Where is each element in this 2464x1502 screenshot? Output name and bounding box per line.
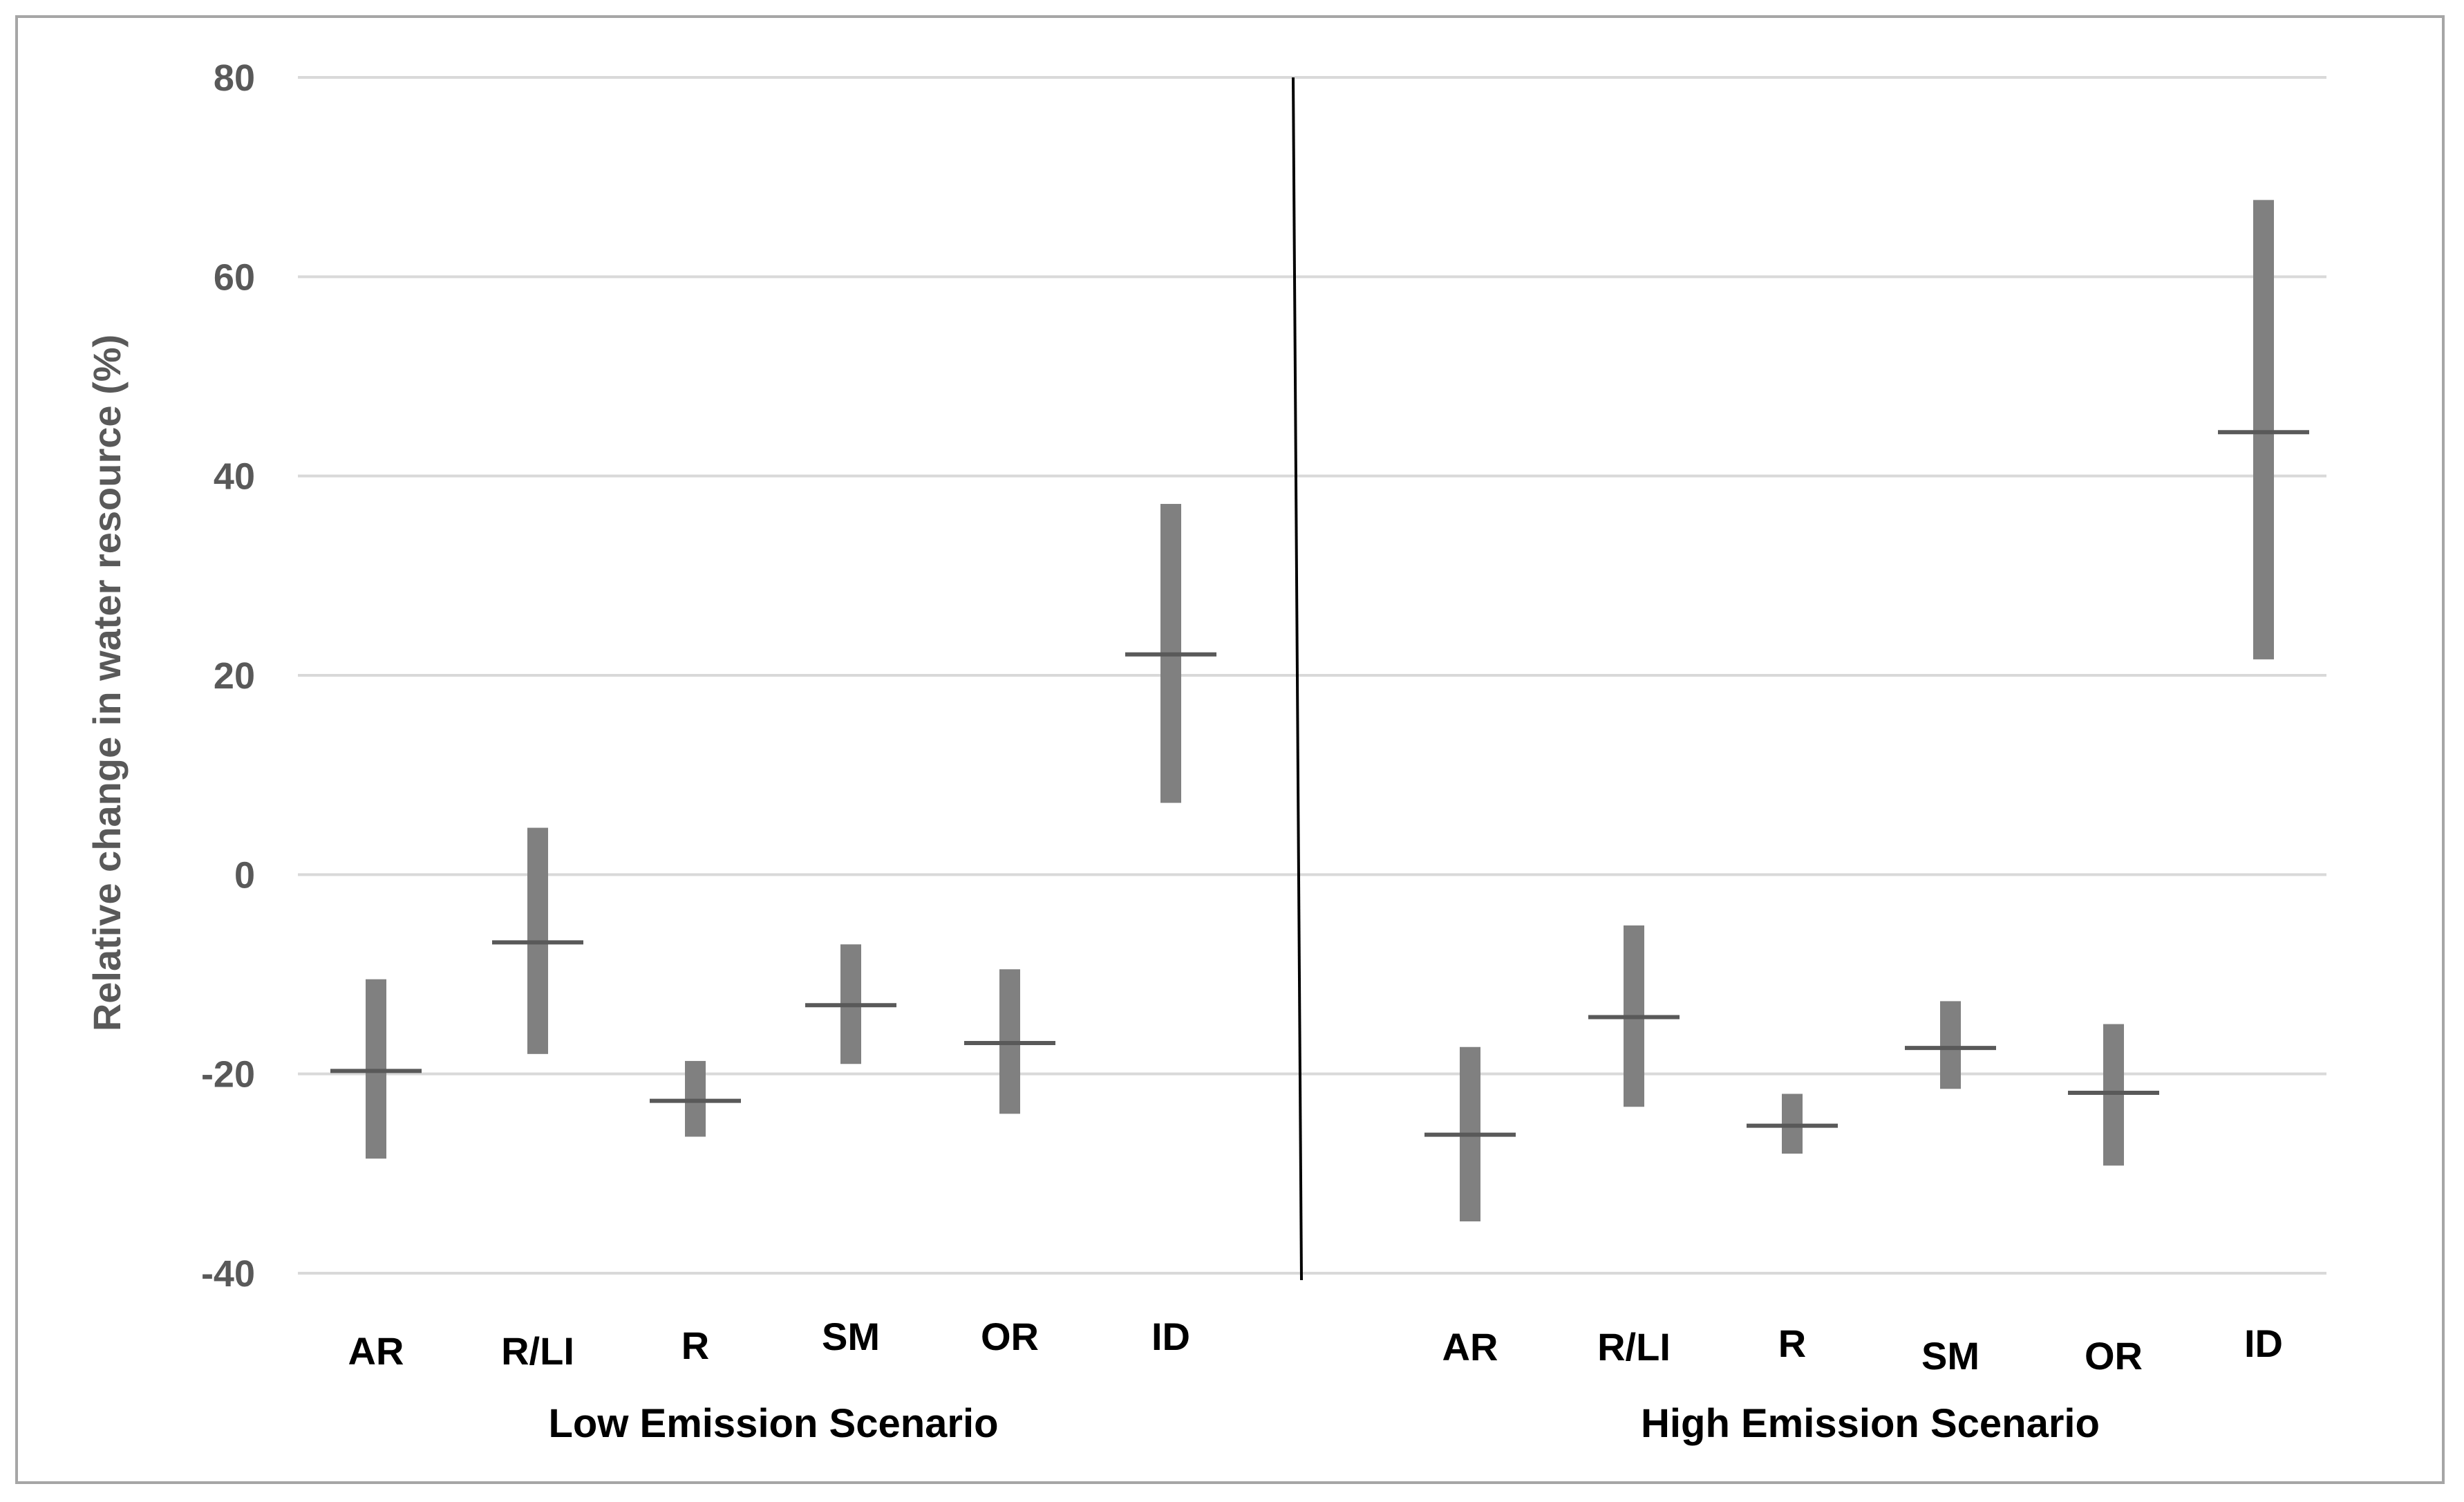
y-axis-title: Relative change in water resource (%)	[85, 335, 129, 1031]
y-tick-label: -40	[201, 1253, 255, 1295]
category-label: AR	[348, 1329, 404, 1373]
group-labels: Low Emission Scenario High Emission Scena…	[548, 1401, 2100, 1446]
range-chart: 80 60 40 20 0 -20 -40 AR R/LI R SM OR ID AR R/LI R SM OR…	[85, 57, 2326, 1446]
category-label: OR	[2085, 1334, 2143, 1378]
gridlines	[298, 76, 2326, 1275]
category-label: ID	[1151, 1315, 1190, 1358]
category-label: OR	[981, 1315, 1039, 1358]
scenario-divider	[1292, 77, 1303, 1281]
y-tick-label: 60	[214, 256, 255, 298]
range-bars	[366, 200, 2274, 1222]
category-label: AR	[1442, 1325, 1498, 1369]
chart-frame: 80 60 40 20 0 -20 -40 AR R/LI R SM OR ID AR R/LI R SM OR…	[15, 15, 2445, 1484]
y-tick-label: 20	[214, 655, 255, 697]
group-label: High Emission Scenario	[1641, 1401, 2100, 1446]
category-label: SM	[822, 1315, 880, 1358]
category-label: R/LI	[1597, 1325, 1671, 1369]
category-labels: AR R/LI R SM OR ID AR R/LI R SM OR ID	[348, 1315, 2283, 1378]
y-axis-ticks: 80 60 40 20 0 -20 -40	[201, 57, 255, 1295]
category-label: R/LI	[501, 1329, 574, 1373]
category-label: R	[681, 1324, 709, 1367]
divider-line	[1292, 77, 1303, 1281]
range-bar	[2253, 200, 2274, 659]
group-label: Low Emission Scenario	[548, 1401, 998, 1446]
category-label: ID	[2244, 1322, 2283, 1365]
y-tick-label: 40	[214, 456, 255, 498]
range-bar	[1940, 1001, 1961, 1089]
median-marks	[330, 430, 2309, 1137]
category-label: SM	[1921, 1334, 1979, 1378]
category-label: R	[1778, 1322, 1806, 1365]
y-tick-label: -20	[201, 1054, 255, 1096]
y-tick-label: 80	[214, 57, 255, 99]
y-tick-label: 0	[234, 854, 255, 896]
